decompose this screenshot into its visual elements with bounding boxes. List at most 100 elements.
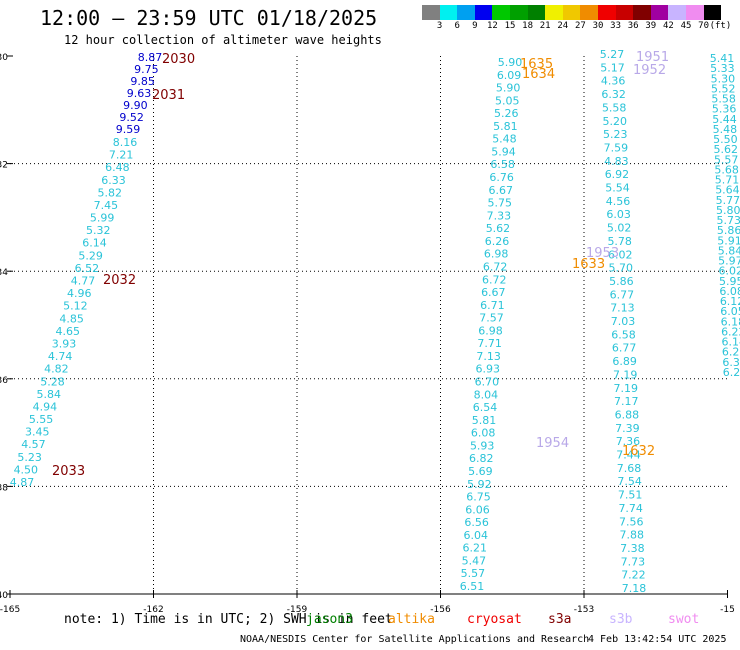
wave-height-value: 7.88 (620, 529, 645, 542)
wave-height-value: 5.44 (712, 113, 737, 126)
wave-height-value: 7.57 (479, 312, 504, 325)
wave-height-value: 6.77 (610, 288, 635, 301)
scale-label: 9 (472, 21, 478, 31)
wave-height-value: 5.73 (716, 214, 740, 227)
scale-label: 33 (610, 21, 622, 31)
wave-height-value: 5.20 (603, 115, 628, 128)
scale-label: 36 (627, 21, 639, 31)
scale-label: 3 (436, 21, 443, 31)
wave-height-value: 7.19 (614, 382, 639, 395)
scale-label: 24 (557, 21, 569, 31)
lat-tick-label: -34 (0, 268, 8, 278)
scale-label: 45 (680, 21, 692, 31)
scale-swatch (615, 5, 634, 20)
map-axes: -165 -162 -159 -156 -153 -15 -30 -32 -34 -36 -38 -4… (0, 53, 735, 615)
wave-height-value: 6.56 (464, 516, 489, 529)
wave-height-value: 7.13 (476, 350, 501, 363)
wave-height-value: 4.57 (21, 438, 46, 451)
wave-height-value: 6.21 (463, 542, 488, 555)
wave-height-value: 5.58 (602, 101, 627, 114)
altimeter-tracks: 8.879.759.859.639.909.529.598.167.216.48… (10, 48, 740, 595)
map-grid (10, 56, 728, 595)
wave-height-value: 7.18 (622, 582, 647, 595)
wave-height-value: 5.28 (40, 375, 65, 388)
scale-swatch (492, 5, 510, 20)
wave-height-value: 5.27 (600, 48, 625, 61)
pass-time-label: 1954 (536, 436, 569, 451)
wave-height-value: 7.51 (618, 489, 643, 502)
lat-tick-label: -40 (0, 591, 8, 601)
lat-tick-label: -38 (0, 483, 8, 493)
wave-height-value: 5.84 (718, 244, 740, 257)
scale-label: 6 (454, 21, 460, 31)
wave-height-value: 5.84 (36, 388, 61, 401)
scale-swatch (509, 5, 528, 20)
pass-time-label: 1632 (622, 444, 655, 459)
pass-time-label: 2030 (162, 52, 195, 67)
wave-height-value: 6.24 (723, 366, 740, 379)
wave-height-value: 4.96 (67, 287, 92, 300)
lon-tick-label: -162 (143, 605, 163, 615)
wave-height-value: 5.75 (488, 197, 513, 210)
wave-height-value: 6.72 (482, 273, 507, 286)
wave-height-value: 5.29 (78, 249, 103, 262)
wave-height-value: 9.52 (119, 111, 144, 124)
wave-height-value: 6.98 (478, 324, 503, 337)
wave-height-value: 7.74 (618, 502, 643, 515)
wave-height-value: 5.78 (607, 235, 632, 248)
satellite-legend-item: swot (668, 612, 700, 627)
scale-label: 27 (574, 21, 586, 31)
wave-height-value: 8.04 (474, 388, 499, 401)
wave-height-value: 6.58 (490, 158, 515, 171)
wave-height-value: 7.22 (621, 569, 646, 582)
pass-time-label: 2033 (52, 464, 85, 479)
wave-height-value: 6.04 (463, 529, 488, 542)
wave-height-value: 5.58 (711, 93, 736, 106)
wave-height-value: 7.33 (487, 209, 512, 222)
wave-height-value: 9.75 (134, 63, 159, 76)
scale-swatch (545, 5, 563, 20)
wave-height-value: 5.93 (470, 439, 495, 452)
scale-label: 42 (662, 21, 674, 31)
pass-time-label: 1952 (633, 63, 666, 78)
wave-height-value: 5.17 (600, 61, 625, 74)
wave-height-value: 6.54 (473, 401, 498, 414)
wave-height-value: 4.50 (14, 463, 39, 476)
wave-height-value: 5.77 (716, 194, 740, 207)
wave-height-value: 6.76 (489, 171, 514, 184)
wave-height-value: 4.83 (604, 155, 629, 168)
scale-label: 30 (592, 21, 604, 31)
wave-height-value: 5.02 (607, 222, 632, 235)
scale-swatch (527, 5, 546, 20)
pass-time-label: 2031 (152, 88, 185, 103)
wave-height-value: 5.80 (716, 204, 740, 217)
scale-swatch (439, 5, 458, 20)
pass-time-label: 1634 (522, 67, 555, 82)
wave-height-value: 4.36 (601, 75, 626, 88)
wave-height-value: 4.87 (10, 476, 35, 489)
lon-tick-label: -15 (720, 605, 735, 615)
scale-label: 15 (504, 21, 516, 31)
scale-label: 39 (645, 21, 657, 31)
wave-height-value: 6.08 (719, 285, 740, 298)
wave-height-value: 5.70 (609, 262, 634, 275)
wave-height-value: 5.23 (17, 451, 42, 464)
wave-height-value: 6.48 (105, 161, 130, 174)
scale-swatch (668, 5, 686, 20)
wave-height-value: 6.06 (465, 503, 490, 516)
wave-height-value: 6.03 (606, 208, 631, 221)
wave-height-value: 5.62 (486, 222, 511, 235)
color-scale-bar (422, 5, 722, 20)
wave-height-value: 5.55 (29, 413, 54, 426)
wave-height-value: 5.99 (90, 212, 115, 225)
wave-height-value: 6.58 (611, 328, 636, 341)
wave-height-value: 5.05 (495, 94, 520, 107)
wave-height-value: 6.09 (497, 69, 522, 82)
lat-tick-label: -32 (0, 161, 8, 171)
wave-height-value: 7.38 (620, 542, 645, 555)
wave-height-value: 6.51 (460, 580, 485, 593)
pass-time-label: 1953 (586, 246, 619, 261)
wave-height-value: 5.30 (711, 72, 736, 85)
lat-tick-label: -36 (0, 376, 8, 386)
